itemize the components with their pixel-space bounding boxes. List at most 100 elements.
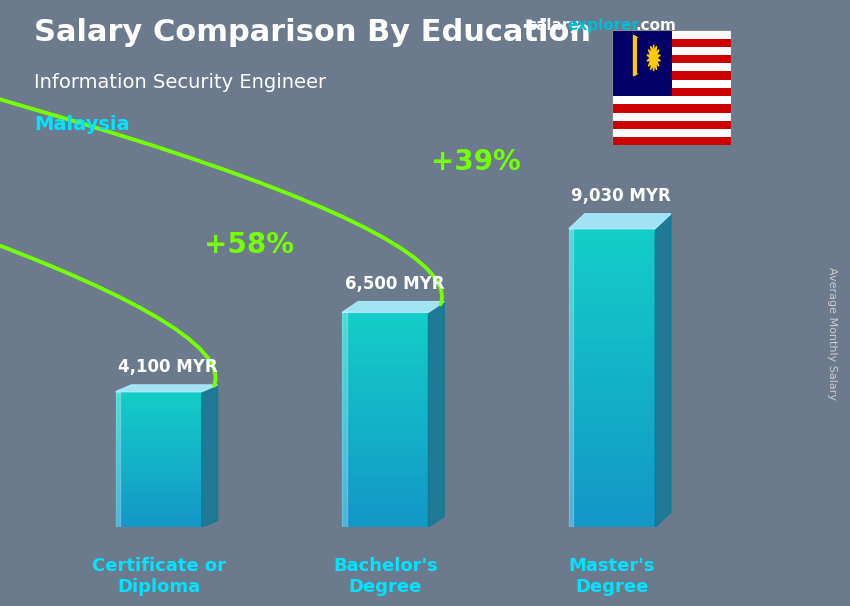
- Bar: [116, 405, 201, 407]
- Bar: [612, 72, 731, 79]
- Bar: [116, 437, 201, 439]
- Bar: [116, 453, 201, 455]
- Bar: [569, 493, 655, 498]
- Bar: [612, 63, 731, 72]
- Bar: [343, 452, 428, 456]
- Bar: [343, 388, 428, 391]
- Bar: [612, 137, 731, 145]
- Bar: [343, 473, 428, 477]
- Bar: [569, 253, 655, 259]
- Bar: [569, 502, 655, 507]
- Bar: [343, 370, 428, 373]
- Bar: [116, 498, 201, 500]
- Bar: [343, 348, 428, 351]
- Bar: [116, 455, 201, 457]
- Bar: [569, 318, 655, 323]
- Bar: [116, 410, 201, 412]
- Bar: [569, 353, 655, 358]
- Bar: [116, 415, 201, 416]
- Bar: [116, 511, 201, 514]
- Bar: [116, 424, 201, 425]
- Bar: [343, 424, 428, 427]
- Bar: [343, 459, 428, 463]
- Bar: [569, 518, 655, 522]
- Bar: [116, 435, 201, 437]
- Bar: [343, 506, 428, 509]
- Bar: [569, 428, 655, 433]
- Wedge shape: [632, 35, 643, 76]
- Bar: [343, 384, 428, 388]
- Bar: [116, 457, 201, 459]
- Bar: [569, 388, 655, 393]
- Bar: [612, 79, 731, 88]
- Bar: [612, 30, 672, 96]
- Bar: [569, 522, 655, 527]
- Bar: [116, 399, 201, 401]
- Bar: [343, 520, 428, 524]
- Bar: [343, 377, 428, 381]
- Bar: [116, 430, 201, 432]
- Bar: [343, 481, 428, 484]
- Bar: [116, 403, 201, 405]
- Polygon shape: [116, 391, 120, 527]
- Bar: [116, 394, 201, 396]
- Bar: [343, 499, 428, 502]
- Bar: [569, 373, 655, 378]
- Bar: [569, 442, 655, 448]
- Bar: [343, 355, 428, 359]
- Bar: [343, 513, 428, 516]
- Bar: [343, 381, 428, 384]
- Bar: [569, 378, 655, 383]
- Bar: [116, 391, 201, 394]
- Bar: [116, 491, 201, 493]
- Bar: [116, 401, 201, 403]
- Bar: [612, 30, 731, 39]
- Bar: [569, 473, 655, 478]
- Bar: [343, 434, 428, 438]
- Bar: [569, 288, 655, 293]
- Bar: [569, 323, 655, 328]
- Bar: [343, 463, 428, 467]
- Polygon shape: [569, 214, 671, 228]
- Text: Malaysia: Malaysia: [34, 115, 129, 134]
- Bar: [569, 239, 655, 244]
- Bar: [343, 373, 428, 377]
- Bar: [116, 509, 201, 511]
- Bar: [116, 448, 201, 450]
- Bar: [343, 351, 428, 355]
- Bar: [116, 471, 201, 473]
- Bar: [116, 412, 201, 415]
- Bar: [116, 446, 201, 448]
- Bar: [569, 368, 655, 373]
- Bar: [116, 407, 201, 410]
- Bar: [116, 521, 201, 523]
- Bar: [343, 524, 428, 527]
- Bar: [343, 477, 428, 481]
- Bar: [569, 343, 655, 348]
- Text: 4,100 MYR: 4,100 MYR: [118, 358, 218, 376]
- Bar: [343, 470, 428, 473]
- Bar: [116, 484, 201, 487]
- Bar: [116, 421, 201, 424]
- Bar: [116, 525, 201, 527]
- Bar: [569, 478, 655, 482]
- Bar: [569, 273, 655, 279]
- Bar: [343, 366, 428, 370]
- Text: 6,500 MYR: 6,500 MYR: [344, 275, 445, 293]
- Bar: [116, 416, 201, 419]
- Bar: [569, 328, 655, 333]
- Bar: [569, 398, 655, 403]
- Bar: [343, 456, 428, 459]
- Bar: [343, 516, 428, 520]
- Bar: [343, 334, 428, 338]
- Bar: [116, 523, 201, 525]
- Bar: [569, 423, 655, 428]
- Text: Certificate or
Diploma: Certificate or Diploma: [92, 557, 225, 596]
- Bar: [569, 298, 655, 304]
- Bar: [343, 316, 428, 319]
- Bar: [569, 458, 655, 462]
- Bar: [569, 413, 655, 418]
- Text: +58%: +58%: [204, 231, 294, 259]
- Text: 9,030 MYR: 9,030 MYR: [571, 187, 671, 205]
- Text: +39%: +39%: [431, 148, 521, 176]
